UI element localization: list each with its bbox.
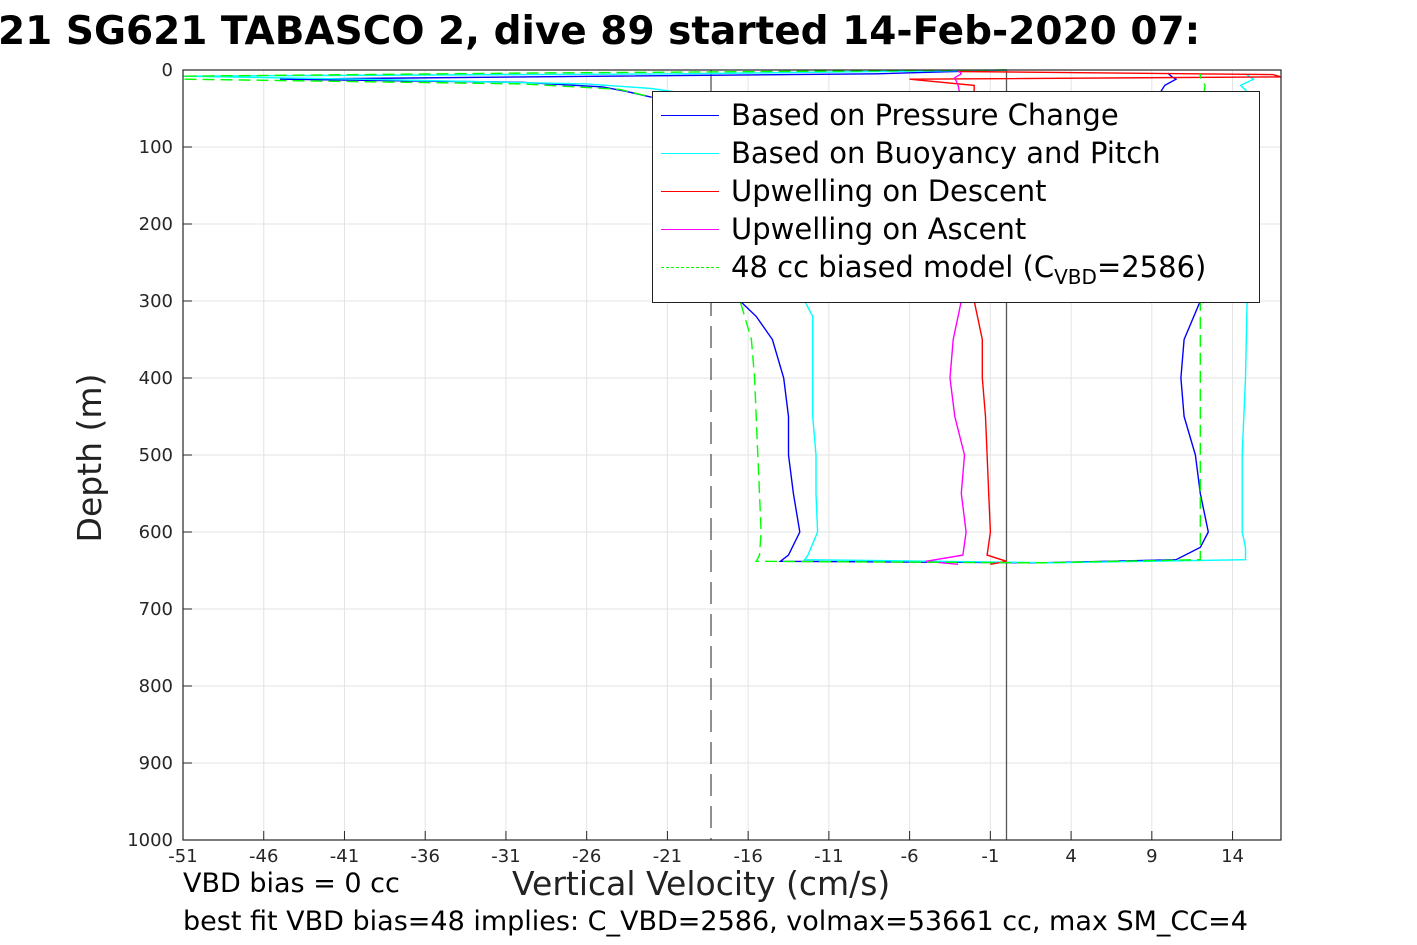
x-tick-label: -11 bbox=[814, 846, 843, 867]
y-ticks: 0 100 200 300 400 500 600 700 800 900 1000 bbox=[127, 60, 192, 851]
y-axis-label: Depth (m) bbox=[70, 373, 109, 543]
legend-swatch bbox=[661, 228, 719, 230]
legend-swatch bbox=[661, 266, 719, 268]
legend-item-biased-model: 48 cc biased model (CVBD=2586) bbox=[661, 248, 1207, 287]
legend-item-pressure: Based on Pressure Change bbox=[661, 96, 1119, 134]
x-axis-label: Vertical Velocity (cm/s) bbox=[512, 864, 891, 903]
x-tick-label: -51 bbox=[168, 846, 197, 867]
x-tick-label: -16 bbox=[733, 846, 762, 867]
legend-label-main: 48 cc biased model (C bbox=[731, 250, 1055, 284]
x-tick-label: -41 bbox=[330, 846, 359, 867]
legend-label: Upwelling on Ascent bbox=[731, 212, 1027, 246]
legend-item-buoyancy: Based on Buoyancy and Pitch bbox=[661, 134, 1161, 172]
y-tick-label: 400 bbox=[139, 368, 173, 389]
legend-swatch bbox=[661, 114, 719, 116]
y-tick-label: 800 bbox=[139, 676, 173, 697]
y-tick-label: 200 bbox=[139, 214, 173, 235]
y-tick-label: 100 bbox=[139, 137, 173, 158]
y-tick-label: 600 bbox=[139, 522, 173, 543]
y-tick-label: 500 bbox=[139, 445, 173, 466]
legend-item-upwelling-descent: Upwelling on Descent bbox=[661, 172, 1047, 210]
y-tick-label: 700 bbox=[139, 599, 173, 620]
x-tick-label: -31 bbox=[491, 846, 520, 867]
series-line bbox=[182, 69, 1206, 564]
legend-label-sub: VBD bbox=[1054, 264, 1097, 289]
y-tick-label: 0 bbox=[162, 60, 173, 81]
legend-label: Based on Pressure Change bbox=[731, 98, 1119, 132]
chart-title: 21 SG621 TABASCO 2, dive 89 started 14-F… bbox=[0, 9, 1201, 54]
series-line bbox=[925, 69, 967, 565]
y-tick-label: 900 bbox=[139, 753, 173, 774]
legend-item-upwelling-ascent: Upwelling on Ascent bbox=[661, 210, 1026, 248]
legend-label: Based on Buoyancy and Pitch bbox=[731, 136, 1161, 170]
x-tick-label: 9 bbox=[1146, 846, 1157, 867]
x-tick-label: -21 bbox=[653, 846, 682, 867]
legend-swatch bbox=[661, 190, 719, 192]
x-tick-label: -1 bbox=[981, 846, 999, 867]
legend: Based on Pressure Change Based on Buoyan… bbox=[652, 91, 1260, 303]
legend-label: Upwelling on Descent bbox=[731, 174, 1047, 208]
x-tick-label: -36 bbox=[411, 846, 440, 867]
x-ticks: -51 -46 -41 -36 -31 -26 -21 -16 -11 -6 -1 4 9 14 bbox=[168, 831, 1244, 867]
y-tick-label: 300 bbox=[139, 291, 173, 312]
x-tick-label: -46 bbox=[249, 846, 278, 867]
x-tick-label: -6 bbox=[901, 846, 919, 867]
legend-swatch bbox=[661, 152, 719, 154]
legend-label-end: =2586) bbox=[1096, 250, 1207, 284]
y-tick-label: 1000 bbox=[127, 830, 173, 851]
x-tick-label: 4 bbox=[1065, 846, 1076, 867]
legend-label: 48 cc biased model (CVBD=2586) bbox=[731, 250, 1207, 287]
x-tick-label: 14 bbox=[1221, 846, 1244, 867]
vbd-bias-note: VBD bias = 0 cc bbox=[183, 868, 400, 899]
best-fit-note: best fit VBD bias=48 implies: C_VBD=2586… bbox=[183, 906, 1248, 937]
x-tick-label: -26 bbox=[572, 846, 601, 867]
